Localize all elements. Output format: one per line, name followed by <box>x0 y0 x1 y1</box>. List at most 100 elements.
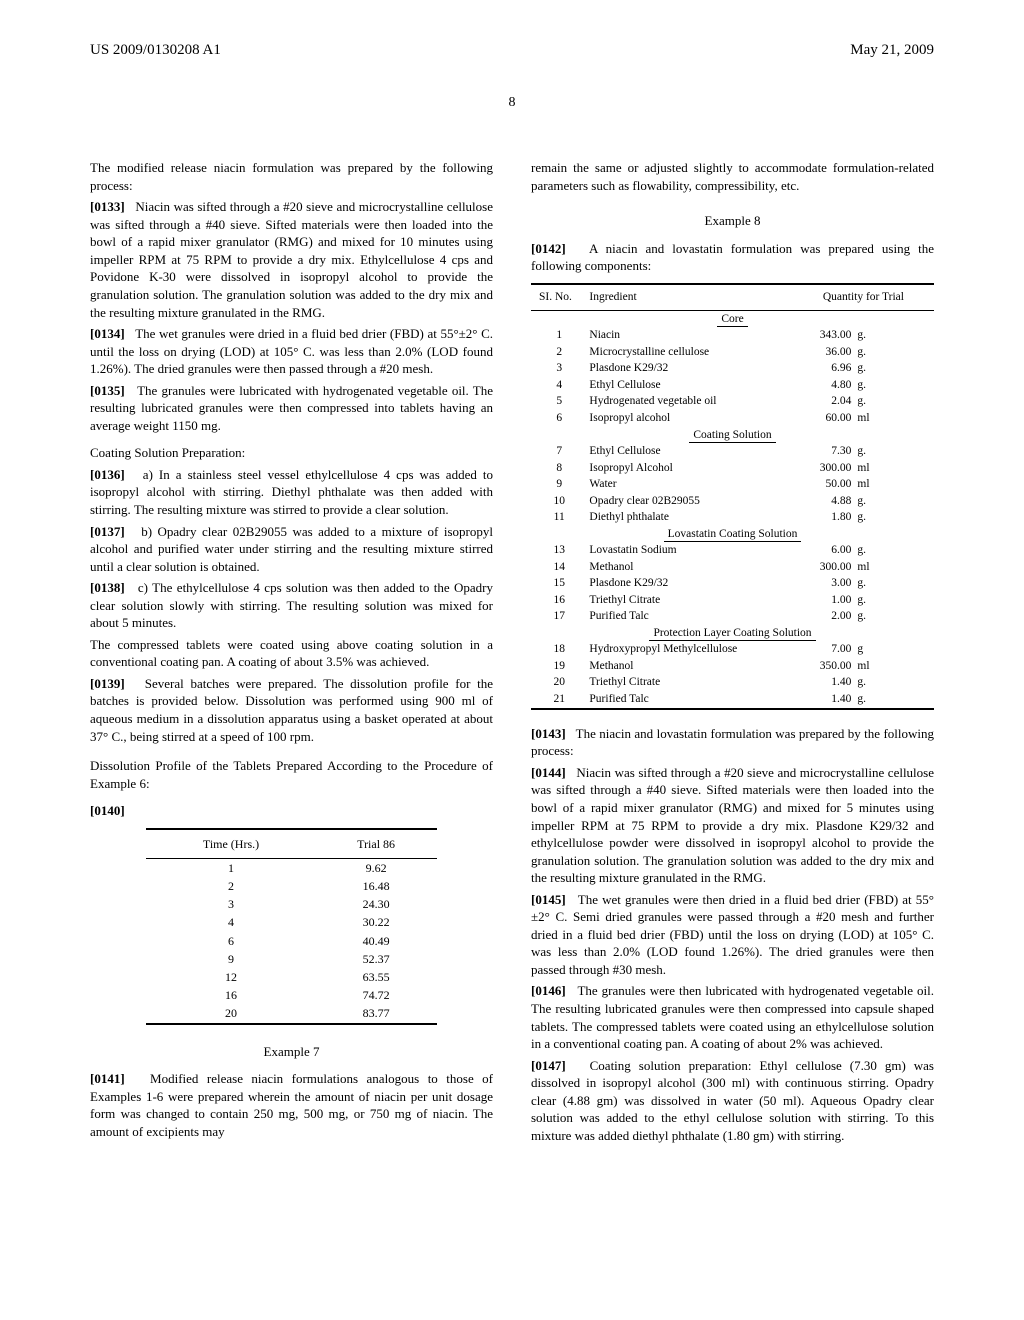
diss-row: 216.48 <box>146 877 436 895</box>
ingr-row: 16Triethyl Citrate1.00g. <box>531 592 934 609</box>
para-num-0139: [0139] <box>90 676 125 691</box>
ingr-cell-unit: ml <box>853 658 934 675</box>
ingr-cell-qty: 1.40 <box>781 675 854 692</box>
example7-heading: Example 7 <box>90 1043 493 1061</box>
para-text-0136: a) In a stainless steel vessel ethylcell… <box>90 467 493 517</box>
ingr-row: 2Microcrystalline cellulose36.00g. <box>531 344 934 361</box>
ingr-cell-qty: 4.88 <box>781 493 854 510</box>
diss-cell: 4 <box>146 913 315 931</box>
ingr-cell-name: Niacin <box>587 328 780 345</box>
para-num-0133: [0133] <box>90 199 125 214</box>
ingr-cell-unit: g <box>853 642 934 659</box>
paragraph-intro: The modified release niacin formulation … <box>90 159 493 194</box>
page-header: US 2009/0130208 A1 May 21, 2009 <box>90 40 934 60</box>
ingr-section-title: Lovastatin Coating Solution <box>664 528 802 542</box>
diss-row: 1674.72 <box>146 986 436 1004</box>
ingr-cell-qty: 1.40 <box>781 691 854 709</box>
para-num-0143: [0143] <box>531 726 566 741</box>
patent-date: May 21, 2009 <box>850 40 934 60</box>
ingr-cell-qty: 50.00 <box>781 477 854 494</box>
diss-cell: 16.48 <box>316 877 437 895</box>
para-num-0147: [0147] <box>531 1058 566 1073</box>
ingr-cell-name: Purified Talc <box>587 691 780 709</box>
ingr-cell-qty: 60.00 <box>781 410 854 427</box>
ingr-cell-unit: g. <box>853 592 934 609</box>
ingredients-table: SI. No. Ingredient Quantity for Trial Co… <box>531 283 934 711</box>
ingr-cell-sl: 3 <box>531 361 587 378</box>
para-text-0139: Several batches were prepared. The disso… <box>90 676 493 744</box>
ingr-row: 5Hydrogenated vegetable oil2.04g. <box>531 394 934 411</box>
paragraph-0139: [0139] Several batches were prepared. Th… <box>90 675 493 745</box>
ingr-row: 8Isopropyl Alcohol300.00ml <box>531 460 934 477</box>
ingr-section-title: Core <box>717 313 747 327</box>
diss-cell: 74.72 <box>316 986 437 1004</box>
ingr-cell-sl: 7 <box>531 444 587 461</box>
paragraph-0134: [0134] The wet granules were dried in a … <box>90 325 493 378</box>
ingr-cell-name: Triethyl Citrate <box>587 675 780 692</box>
ingr-cell-name: Isopropyl Alcohol <box>587 460 780 477</box>
diss-row: 2083.77 <box>146 1004 436 1023</box>
ingr-cell-sl: 11 <box>531 510 587 527</box>
ingr-cell-name: Methanol <box>587 658 780 675</box>
diss-row: 19.62 <box>146 858 436 877</box>
diss-cell: 6 <box>146 932 315 950</box>
ingr-cell-name: Isopropyl alcohol <box>587 410 780 427</box>
ingr-cell-sl: 18 <box>531 642 587 659</box>
example8-heading: Example 8 <box>531 212 934 230</box>
ingr-row: 15Plasdone K29/323.00g. <box>531 576 934 593</box>
ingr-row: 20Triethyl Citrate1.40g. <box>531 675 934 692</box>
ingr-th-qty: Quantity for Trial <box>781 284 934 311</box>
paragraph-after-0138: The compressed tablets were coated using… <box>90 636 493 671</box>
diss-th-time: Time (Hrs.) <box>146 829 315 859</box>
ingr-cell-name: Hydroxypropyl Methylcellulose <box>587 642 780 659</box>
para-num-0136: [0136] <box>90 467 125 482</box>
diss-cell: 40.49 <box>316 932 437 950</box>
ingr-cell-name: Plasdone K29/32 <box>587 361 780 378</box>
ingr-cell-qty: 343.00 <box>781 328 854 345</box>
ingr-row: 17Purified Talc2.00g. <box>531 609 934 626</box>
ingr-row: 11Diethyl phthalate1.80g. <box>531 510 934 527</box>
ingr-cell-qty: 7.30 <box>781 444 854 461</box>
ingr-row: 3Plasdone K29/326.96g. <box>531 361 934 378</box>
para-text-0147: Coating solution preparation: Ethyl cell… <box>531 1058 934 1143</box>
ingr-th-sl: SI. No. <box>531 284 587 311</box>
two-column-layout: The modified release niacin formulation … <box>90 159 934 1148</box>
ingr-cell-qty: 300.00 <box>781 460 854 477</box>
ingr-cell-name: Plasdone K29/32 <box>587 576 780 593</box>
ingr-cell-unit: g. <box>853 377 934 394</box>
ingr-row: 10Opadry clear 02B290554.88g. <box>531 493 934 510</box>
ingr-row: 18Hydroxypropyl Methylcellulose7.00g <box>531 642 934 659</box>
para-text-0141: Modified release niacin formulations ana… <box>90 1071 493 1139</box>
ingr-cell-unit: g. <box>853 444 934 461</box>
ingr-cell-name: Triethyl Citrate <box>587 592 780 609</box>
ingr-cell-unit: g. <box>853 344 934 361</box>
coating-prep-heading: Coating Solution Preparation: <box>90 444 493 462</box>
dissolution-table: Time (Hrs.) Trial 86 19.62216.48324.3043… <box>146 828 436 1025</box>
diss-cell: 2 <box>146 877 315 895</box>
ingr-cell-name: Methanol <box>587 559 780 576</box>
ingr-cell-unit: ml <box>853 477 934 494</box>
ingr-section-title: Coating Solution <box>689 429 775 443</box>
ingr-row: 4Ethyl Cellulose4.80g. <box>531 377 934 394</box>
para-text-0137: b) Opadry clear 02B29055 was added to a … <box>90 524 493 574</box>
paragraph-0145: [0145] The wet granules were then dried … <box>531 891 934 979</box>
paragraph-0144: [0144] Niacin was sifted through a #20 s… <box>531 764 934 887</box>
ingr-cell-qty: 1.80 <box>781 510 854 527</box>
para-num-0135: [0135] <box>90 383 125 398</box>
diss-row: 430.22 <box>146 913 436 931</box>
diss-cell: 24.30 <box>316 895 437 913</box>
paragraph-0135: [0135] The granules were lubricated with… <box>90 382 493 435</box>
ingr-cell-name: Ethyl Cellulose <box>587 444 780 461</box>
ingr-cell-sl: 19 <box>531 658 587 675</box>
ingr-cell-unit: ml <box>853 559 934 576</box>
ingr-section-title: Protection Layer Coating Solution <box>649 627 815 641</box>
ingr-cell-name: Hydrogenated vegetable oil <box>587 394 780 411</box>
diss-cell: 9 <box>146 950 315 968</box>
ingr-cell-qty: 7.00 <box>781 642 854 659</box>
ingr-cell-qty: 4.80 <box>781 377 854 394</box>
ingr-cell-unit: g. <box>853 543 934 560</box>
para-num-0134: [0134] <box>90 326 125 341</box>
ingr-cell-unit: g. <box>853 609 934 626</box>
ingr-row: 9Water50.00ml <box>531 477 934 494</box>
para-num-0137: [0137] <box>90 524 125 539</box>
